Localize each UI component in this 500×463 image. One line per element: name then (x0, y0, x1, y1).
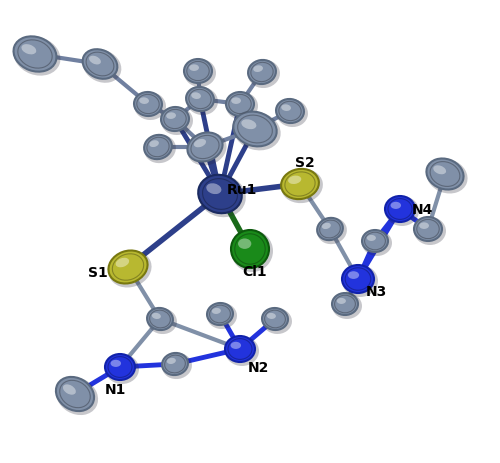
Ellipse shape (337, 298, 346, 304)
Ellipse shape (267, 313, 276, 319)
Ellipse shape (144, 136, 176, 164)
Text: Cl1: Cl1 (242, 264, 268, 278)
Ellipse shape (342, 265, 378, 297)
Ellipse shape (226, 93, 254, 117)
Ellipse shape (317, 219, 347, 244)
Ellipse shape (367, 235, 376, 241)
Ellipse shape (281, 105, 291, 112)
Ellipse shape (212, 308, 221, 314)
Ellipse shape (105, 354, 139, 384)
Ellipse shape (89, 56, 101, 65)
Ellipse shape (262, 308, 288, 330)
Ellipse shape (322, 223, 331, 230)
Text: S1: S1 (88, 265, 108, 279)
Ellipse shape (108, 251, 152, 288)
Text: S2: S2 (295, 156, 315, 169)
Ellipse shape (332, 294, 362, 319)
Ellipse shape (426, 159, 464, 190)
Ellipse shape (184, 60, 212, 84)
Ellipse shape (186, 88, 218, 116)
Ellipse shape (385, 197, 419, 226)
Ellipse shape (56, 377, 94, 411)
Ellipse shape (206, 184, 222, 194)
Ellipse shape (414, 218, 446, 245)
Ellipse shape (162, 353, 188, 375)
Ellipse shape (238, 239, 252, 250)
Ellipse shape (14, 37, 60, 76)
Ellipse shape (116, 258, 129, 268)
Ellipse shape (108, 251, 148, 284)
Ellipse shape (194, 139, 206, 148)
Ellipse shape (390, 202, 401, 209)
Ellipse shape (276, 100, 304, 124)
Ellipse shape (82, 50, 118, 80)
Ellipse shape (105, 354, 135, 380)
Ellipse shape (288, 176, 302, 185)
Ellipse shape (234, 113, 280, 151)
Text: N3: N3 (366, 284, 386, 298)
Ellipse shape (230, 342, 241, 349)
Ellipse shape (147, 308, 177, 334)
Ellipse shape (207, 303, 237, 329)
Ellipse shape (281, 169, 319, 200)
Ellipse shape (317, 219, 343, 241)
Ellipse shape (184, 60, 216, 88)
Ellipse shape (207, 303, 233, 325)
Ellipse shape (225, 336, 255, 362)
Ellipse shape (225, 336, 259, 366)
Text: N4: N4 (412, 202, 432, 217)
Ellipse shape (248, 61, 280, 89)
Ellipse shape (134, 93, 166, 121)
Ellipse shape (188, 133, 222, 162)
Ellipse shape (161, 108, 189, 132)
Ellipse shape (152, 313, 161, 319)
Ellipse shape (188, 133, 226, 166)
Ellipse shape (162, 353, 192, 379)
Ellipse shape (348, 272, 359, 279)
Ellipse shape (22, 45, 36, 55)
Ellipse shape (276, 100, 308, 128)
Ellipse shape (231, 231, 269, 269)
Ellipse shape (167, 358, 176, 364)
Text: N1: N1 (104, 382, 126, 396)
Ellipse shape (332, 294, 358, 315)
Text: N2: N2 (248, 360, 268, 374)
Ellipse shape (342, 265, 374, 294)
Ellipse shape (186, 88, 214, 112)
Ellipse shape (110, 360, 121, 367)
Ellipse shape (198, 175, 246, 218)
Ellipse shape (419, 223, 429, 230)
Ellipse shape (362, 231, 392, 257)
Ellipse shape (134, 93, 162, 117)
Ellipse shape (139, 98, 149, 105)
Ellipse shape (385, 197, 415, 223)
Ellipse shape (248, 61, 276, 85)
Ellipse shape (231, 231, 273, 272)
Ellipse shape (226, 93, 258, 121)
Ellipse shape (144, 136, 172, 160)
Ellipse shape (14, 37, 56, 73)
Ellipse shape (262, 308, 292, 334)
Ellipse shape (414, 218, 442, 242)
Ellipse shape (426, 159, 468, 194)
Ellipse shape (281, 169, 323, 204)
Ellipse shape (253, 66, 263, 73)
Ellipse shape (56, 377, 98, 415)
Text: Ru1: Ru1 (227, 182, 257, 197)
Ellipse shape (234, 113, 276, 147)
Ellipse shape (161, 108, 193, 136)
Ellipse shape (166, 113, 176, 120)
Ellipse shape (82, 50, 122, 84)
Ellipse shape (191, 93, 201, 100)
Ellipse shape (189, 65, 199, 72)
Ellipse shape (242, 120, 256, 130)
Ellipse shape (434, 166, 446, 175)
Ellipse shape (231, 98, 241, 105)
Ellipse shape (362, 231, 388, 252)
Ellipse shape (147, 308, 173, 331)
Ellipse shape (150, 141, 159, 148)
Ellipse shape (63, 384, 76, 395)
Ellipse shape (198, 175, 242, 214)
